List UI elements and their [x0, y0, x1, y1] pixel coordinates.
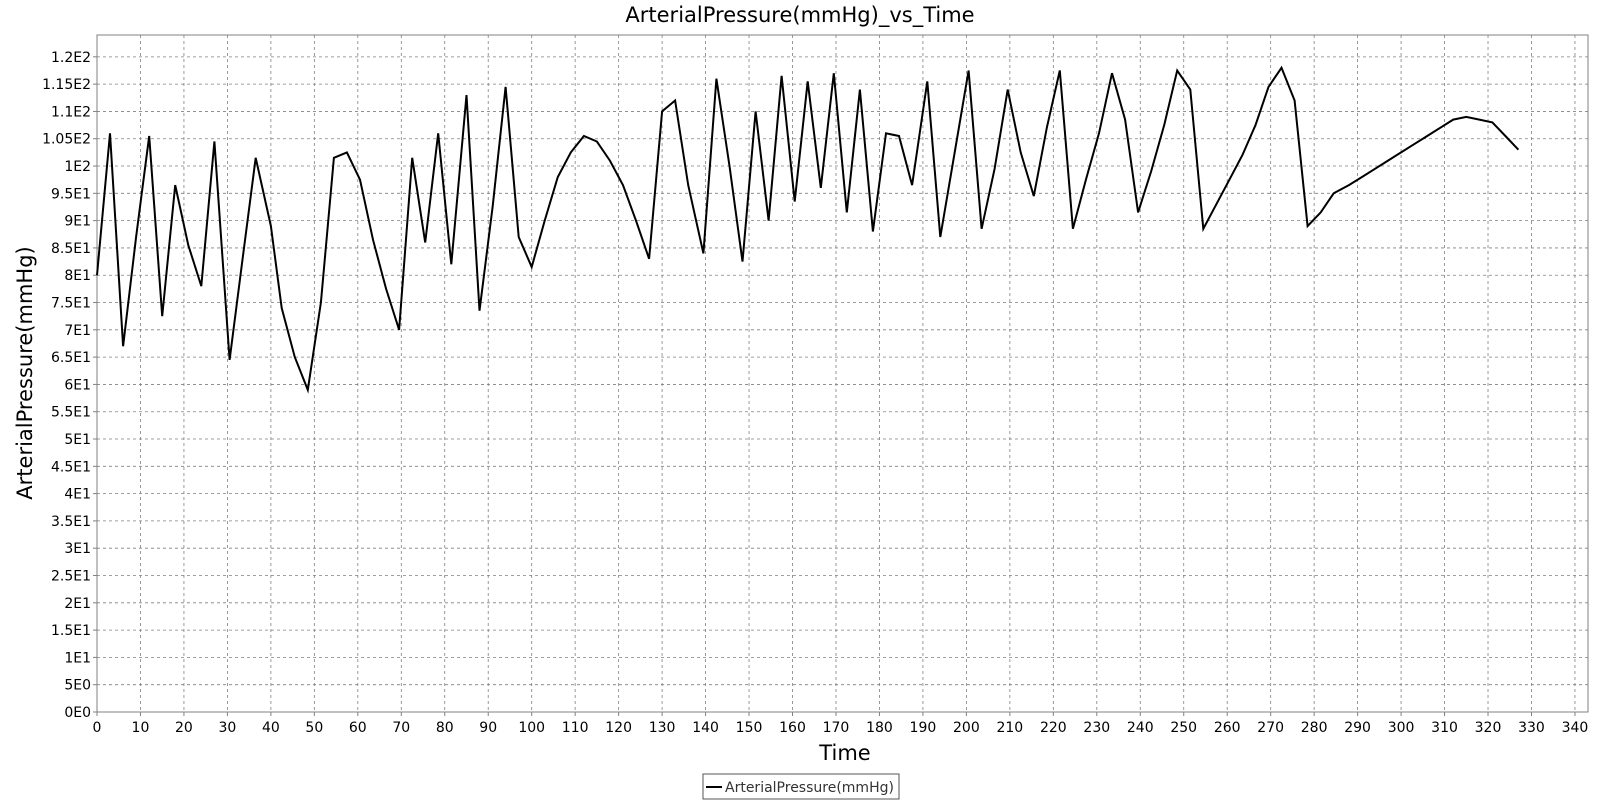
x-tick-label: 70 [392, 720, 410, 736]
y-tick-label: 1E1 [64, 650, 91, 666]
y-axis-ticks: 0E0 5E0 1E1 1.5E1 2E1 2.5E1 3E1 3.5E1 4E1 4.5E1 5E… [42, 50, 97, 721]
x-tick-label: 250 [1170, 720, 1197, 736]
y-tick-label: 8E1 [64, 268, 91, 284]
y-tick-label: 6E1 [64, 377, 91, 393]
y-tick-label: 6.5E1 [51, 350, 91, 366]
x-tick-label: 0 [93, 720, 102, 736]
y-tick-label: 0E0 [64, 705, 91, 721]
x-tick-label: 60 [349, 720, 367, 736]
x-tick-label: 170 [823, 720, 850, 736]
y-tick-label: 1.15E2 [42, 77, 91, 93]
x-tick-label: 330 [1518, 720, 1545, 736]
x-tick-label: 280 [1301, 720, 1328, 736]
x-tick-label: 130 [649, 720, 676, 736]
x-tick-label: 260 [1214, 720, 1241, 736]
y-tick-label: 7E1 [64, 323, 91, 339]
y-tick-label: 1.5E1 [51, 623, 91, 639]
x-tick-label: 40 [262, 720, 280, 736]
y-tick-label: 1.1E2 [51, 104, 91, 120]
x-gridlines [140, 35, 1576, 712]
x-tick-label: 150 [736, 720, 763, 736]
y-axis-label: ArterialPressure(mmHg) [13, 246, 37, 499]
x-tick-label: 340 [1562, 720, 1589, 736]
x-tick-label: 120 [605, 720, 632, 736]
y-tick-label: 3.5E1 [51, 514, 91, 530]
legend-label: ArterialPressure(mmHg) [725, 780, 894, 796]
y-tick-label: 8.5E1 [51, 241, 91, 257]
x-tick-label: 50 [305, 720, 323, 736]
x-tick-label: 190 [910, 720, 937, 736]
x-tick-label: 230 [1083, 720, 1110, 736]
x-tick-label: 80 [436, 720, 454, 736]
x-tick-label: 90 [479, 720, 497, 736]
x-tick-label: 20 [175, 720, 193, 736]
y-tick-label: 3E1 [64, 541, 91, 557]
y-tick-label: 7.5E1 [51, 296, 91, 312]
y-tick-label: 2.5E1 [51, 569, 91, 585]
x-tick-label: 310 [1431, 720, 1458, 736]
y-tick-label: 5.5E1 [51, 405, 91, 421]
x-tick-label: 290 [1344, 720, 1371, 736]
y-tick-label: 2E1 [64, 596, 91, 612]
series-layer [96, 65, 1520, 394]
y-tick-label: 1.05E2 [42, 132, 91, 148]
series-line [96, 65, 1520, 394]
x-tick-label: 30 [218, 720, 236, 736]
x-tick-label: 320 [1475, 720, 1502, 736]
x-tick-label: 100 [518, 720, 545, 736]
x-tick-label: 160 [779, 720, 806, 736]
x-tick-label: 240 [1127, 720, 1154, 736]
y-tick-label: 1.2E2 [51, 50, 91, 66]
y-tick-label: 5E1 [64, 432, 91, 448]
y-tick-label: 5E0 [64, 678, 91, 694]
x-tick-label: 140 [692, 720, 719, 736]
plot-area [96, 34, 1589, 713]
y-tick-label: 9E1 [64, 214, 91, 230]
y-tick-label: 4E1 [64, 487, 91, 503]
y-tick-label: 4.5E1 [51, 459, 91, 475]
x-tick-label: 110 [562, 720, 589, 736]
x-tick-label: 180 [866, 720, 893, 736]
x-axis-ticks: 0 10 20 30 40 50 60 70 80 90 100 110 120 130 140 150 160… [93, 712, 1589, 736]
y-tick-label: 1E2 [64, 159, 91, 175]
x-tick-label: 300 [1388, 720, 1415, 736]
y-gridlines [97, 56, 1588, 686]
legend: ArterialPressure(mmHg) [702, 773, 900, 800]
legend-box [702, 773, 900, 800]
x-tick-label: 220 [1040, 720, 1067, 736]
x-tick-label: 10 [132, 720, 150, 736]
x-tick-label: 210 [996, 720, 1023, 736]
y-tick-label: 9.5E1 [51, 186, 91, 202]
x-axis-label: Time [818, 741, 870, 765]
x-tick-label: 270 [1257, 720, 1284, 736]
x-tick-label: 200 [953, 720, 980, 736]
chart-title: ArterialPressure(mmHg)_vs_Time [625, 3, 974, 28]
